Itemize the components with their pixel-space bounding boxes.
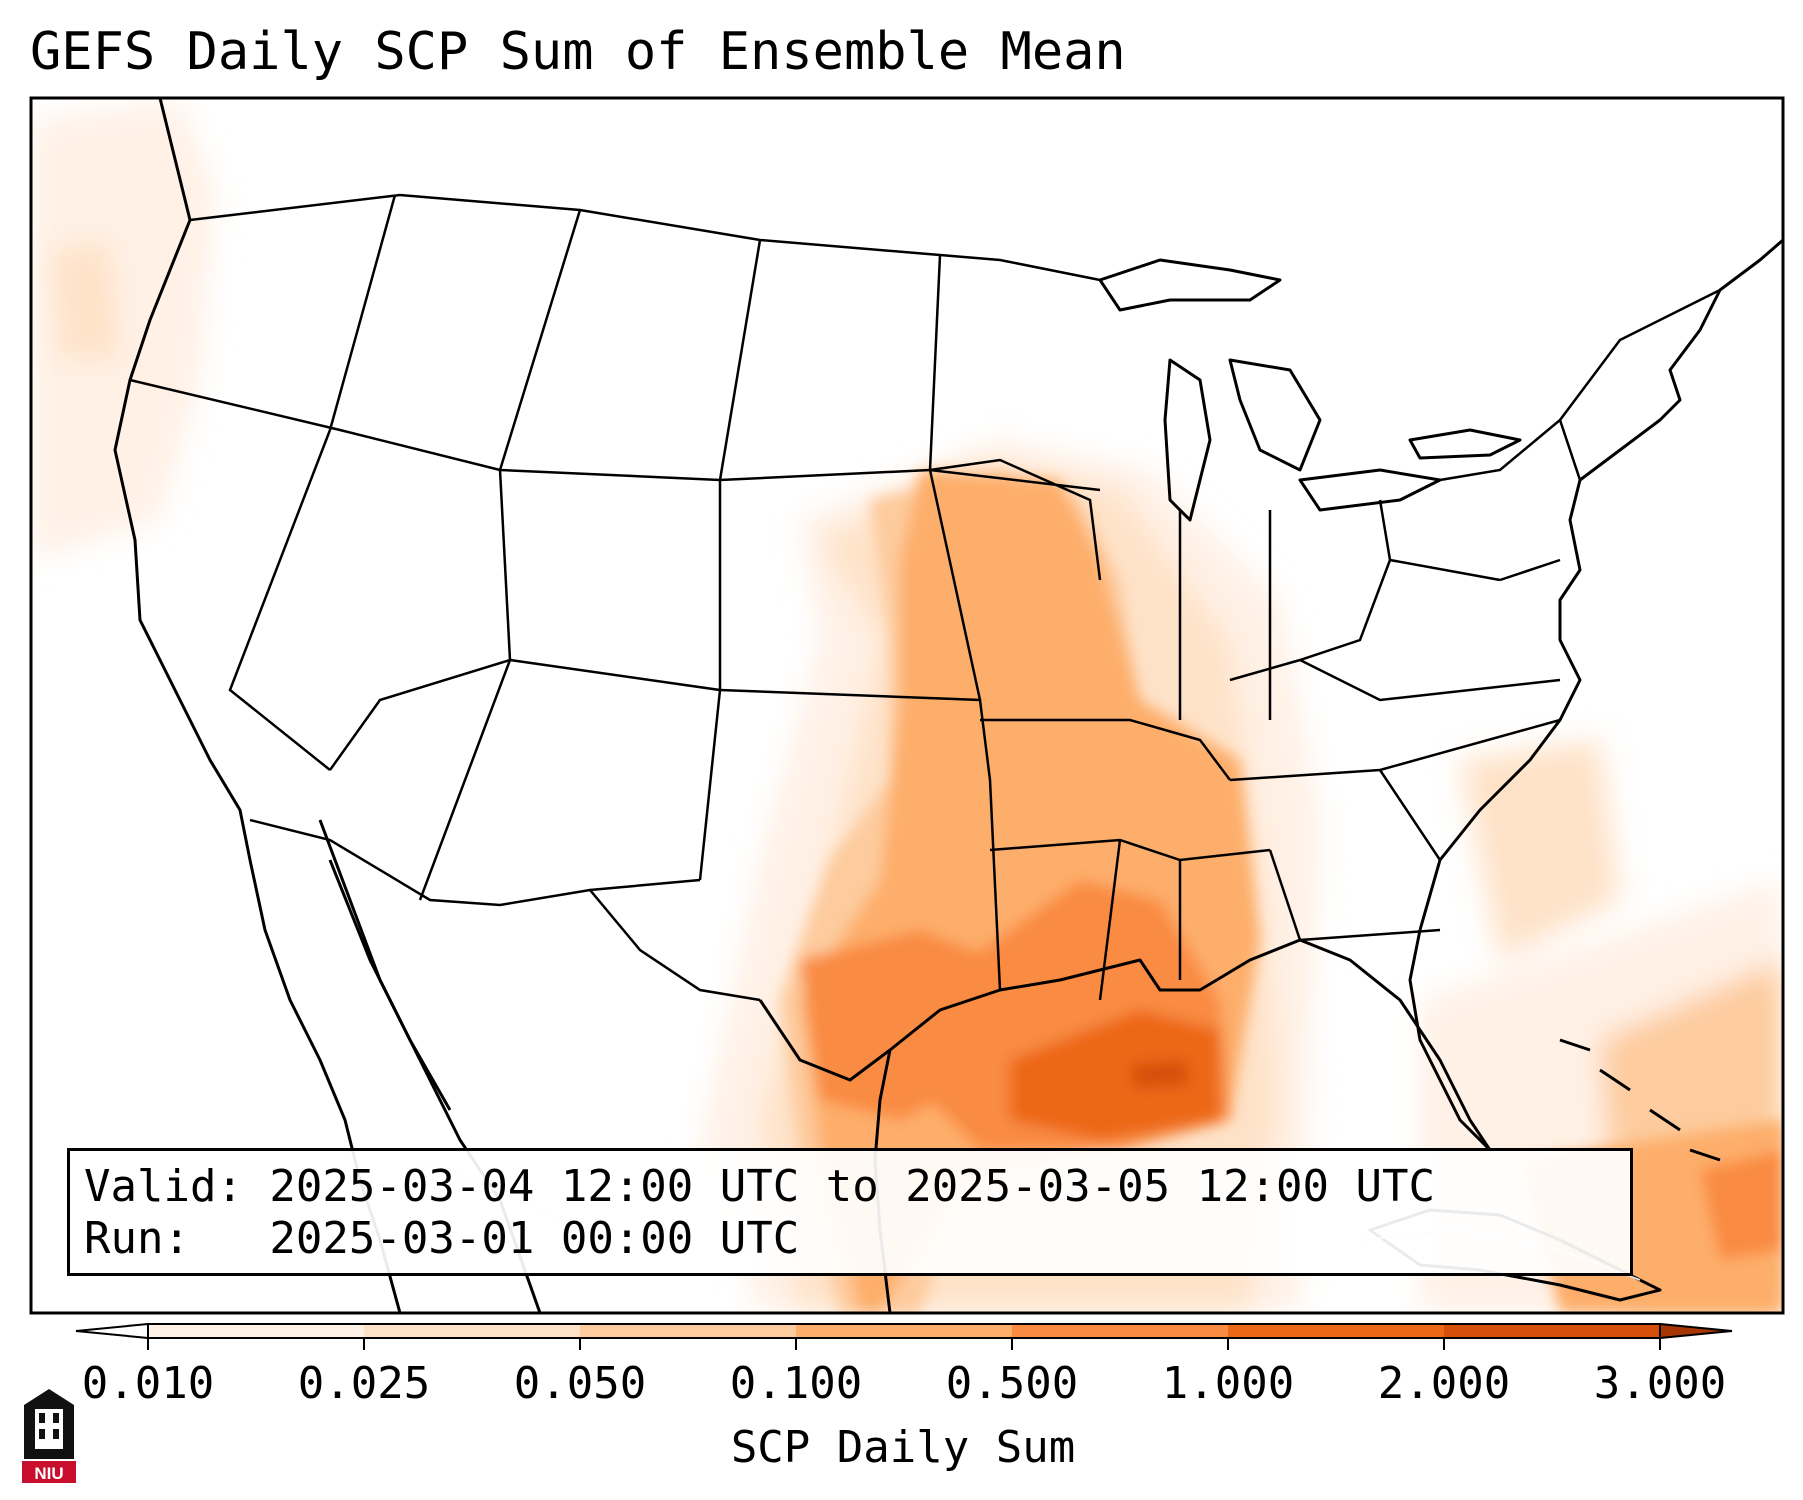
colorbar-tick-label: 0.050 bbox=[513, 1358, 647, 1409]
colorbar-bin bbox=[796, 1324, 1013, 1338]
colorbar bbox=[75, 1322, 1733, 1350]
colorbar-frame bbox=[147, 1323, 1661, 1339]
colorbar-under-extend bbox=[75, 1322, 149, 1340]
colorbar-tick-label: 2.000 bbox=[1377, 1358, 1511, 1409]
svg-text:NIU: NIU bbox=[34, 1464, 63, 1483]
chart-title: GEFS Daily SCP Sum of Ensemble Mean bbox=[30, 22, 1126, 82]
valid-time: Valid: 2025-03-04 12:00 UTC to 2025-03-0… bbox=[84, 1161, 1436, 1212]
colorbar-tick-label: 0.025 bbox=[297, 1358, 431, 1409]
colorbar-bin bbox=[148, 1324, 365, 1338]
state-borders bbox=[129, 193, 1721, 1002]
colorbar-bin bbox=[1444, 1324, 1661, 1338]
colorbar-tick-label: 0.010 bbox=[81, 1358, 215, 1409]
colorbar-bin bbox=[364, 1324, 581, 1338]
colorbar-tick-label: 3.000 bbox=[1593, 1358, 1727, 1409]
colorbar-tick-label: 1.000 bbox=[1161, 1358, 1295, 1409]
colorbar-tick-label: 0.100 bbox=[729, 1358, 863, 1409]
colorbar-bin bbox=[1012, 1324, 1229, 1338]
colorbar-over-extend bbox=[1659, 1322, 1733, 1340]
valid-run-box: Valid: 2025-03-04 12:00 UTC to 2025-03-0… bbox=[67, 1148, 1633, 1276]
colorbar-title: SCP Daily Sum bbox=[730, 1422, 1076, 1473]
colorbar-bin bbox=[1228, 1324, 1445, 1338]
colorbar-tick-label: 0.500 bbox=[945, 1358, 1079, 1409]
niu-logo: NIU bbox=[22, 1389, 76, 1483]
colorbar-bin bbox=[580, 1324, 797, 1338]
scp-field bbox=[31, 98, 1783, 1313]
map-frame bbox=[29, 96, 1785, 1315]
run-time: Run: 2025-03-01 00:00 UTC bbox=[84, 1213, 800, 1264]
